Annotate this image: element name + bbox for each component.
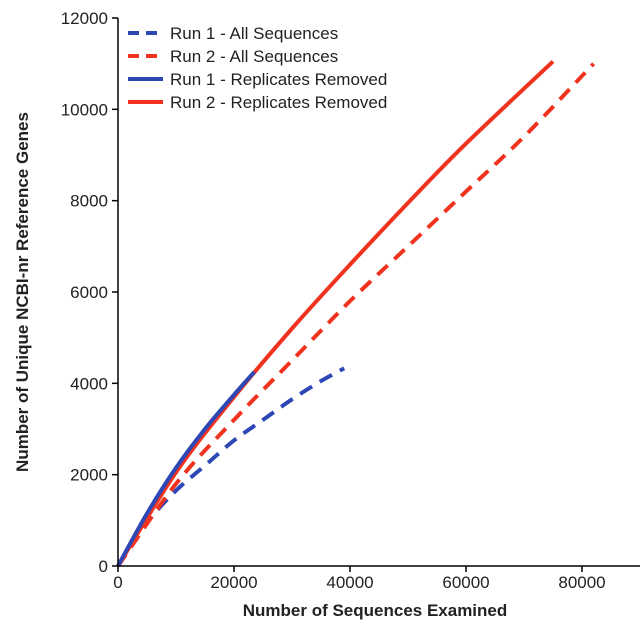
- legend-label-2: Run 2 - All Sequences: [170, 47, 338, 66]
- legend-label-3: Run 1 - Replicates Removed: [170, 70, 387, 89]
- y-tick-label: 10000: [61, 100, 108, 119]
- y-tick-label: 8000: [70, 192, 108, 211]
- y-axis-title: Number of Unique NCBI-nr Reference Genes: [13, 112, 32, 472]
- x-tick-label: 20000: [210, 573, 257, 592]
- plot-lines: [116, 59, 596, 568]
- series-line-4: [116, 59, 555, 568]
- series-line-1: [116, 366, 346, 568]
- series-line-2: [116, 62, 596, 568]
- y-tick-label: 4000: [70, 374, 108, 393]
- y-tick-label: 12000: [61, 9, 108, 28]
- y-tick-label: 6000: [70, 283, 108, 302]
- legend-label-1: Run 1 - All Sequences: [170, 24, 338, 43]
- y-tick-label: 0: [99, 557, 108, 576]
- x-tick-label: 60000: [442, 573, 489, 592]
- series-line-3: [116, 370, 256, 567]
- y-ticks: 0 2000 4000 6000 8000 10000 12000: [61, 9, 118, 576]
- legend-label-4: Run 2 - Replicates Removed: [170, 93, 387, 112]
- x-ticks: 0 20000 40000 60000 80000: [113, 566, 606, 592]
- legend: Run 1 - All Sequences Run 2 - All Sequenc…: [128, 24, 387, 112]
- y-tick-label: 2000: [70, 466, 108, 485]
- x-tick-label: 80000: [558, 573, 605, 592]
- x-tick-label: 40000: [326, 573, 373, 592]
- x-axis-title: Number of Sequences Examined: [243, 601, 508, 620]
- x-tick-label: 0: [113, 573, 122, 592]
